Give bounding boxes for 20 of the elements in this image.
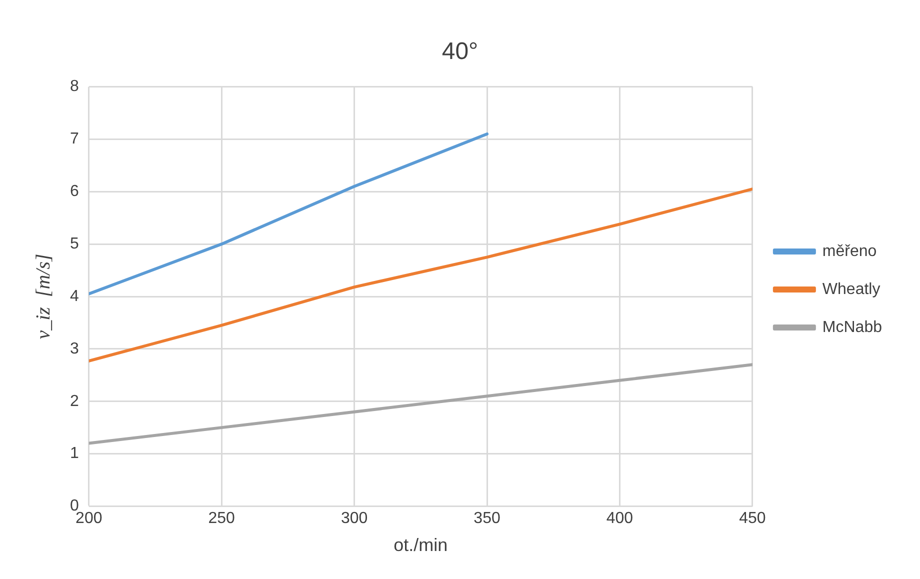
legend-label: Wheatly [822, 280, 880, 298]
x-axis-title: ot./min [394, 535, 448, 556]
legend-label: McNabb [822, 318, 882, 336]
legend-label: měřeno [822, 242, 877, 260]
y-tick-label: 2 [70, 392, 79, 410]
y-tick-label: 5 [70, 235, 79, 252]
y-tick-label: 6 [70, 183, 79, 200]
x-tick-label: 450 [739, 510, 766, 528]
y-tick-label: 1 [70, 445, 79, 462]
x-tick-label: 400 [606, 510, 634, 528]
y-axis-title: v_iz [m/s] [32, 254, 54, 340]
x-tick-label: 200 [76, 510, 102, 528]
y-tick-label: 8 [70, 78, 79, 96]
x-tick-label: 350 [474, 510, 500, 528]
x-tick-label: 300 [340, 510, 368, 528]
y-tick-label: 4 [70, 288, 79, 305]
chart-title: 40° [442, 38, 478, 66]
y-tick-label: 3 [70, 340, 79, 358]
x-tick-label: 250 [208, 510, 236, 528]
y-tick-label: 7 [70, 130, 79, 148]
